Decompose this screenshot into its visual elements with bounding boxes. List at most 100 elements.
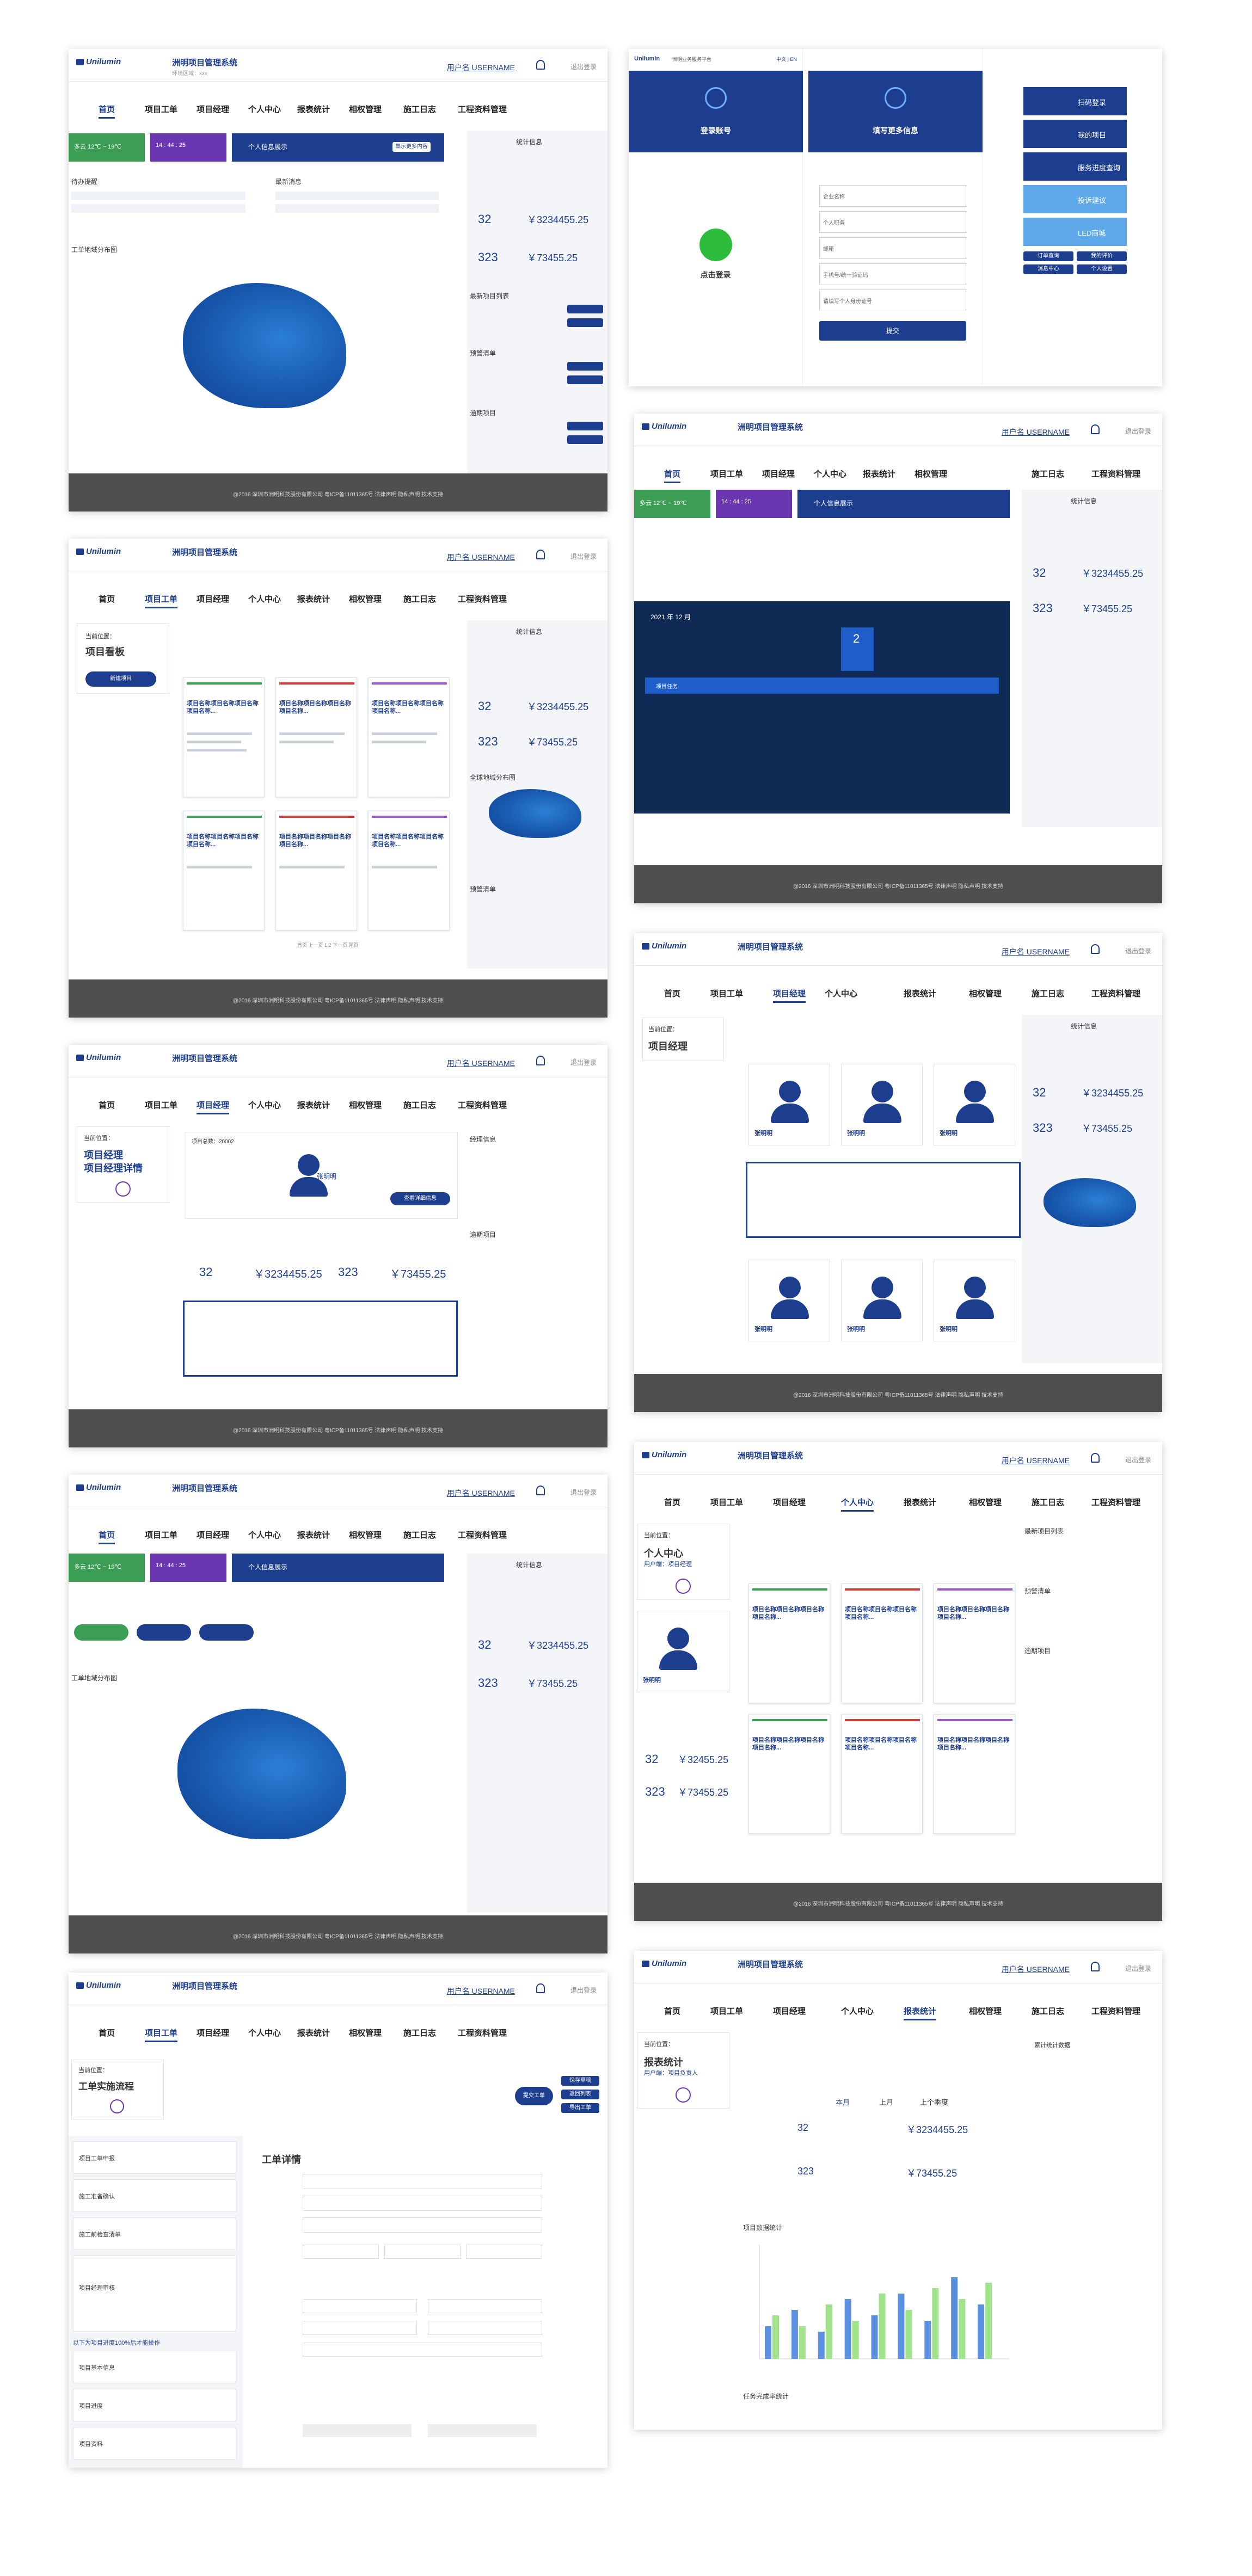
- nav-item[interactable]: 施工日志: [403, 595, 437, 604]
- nav-item[interactable]: 施工日志: [1032, 989, 1065, 999]
- nav-item[interactable]: 工程资料管理: [1091, 989, 1141, 999]
- nav-item[interactable]: 首页: [664, 468, 681, 483]
- world-map[interactable]: [1044, 1178, 1136, 1227]
- project-card[interactable]: 项目名称项目名称项目名称项目名称...: [275, 677, 357, 797]
- nav-item[interactable]: 个人中心: [248, 1531, 281, 1540]
- more-button[interactable]: 显示更多内容: [392, 142, 431, 152]
- nav-item[interactable]: 首页: [664, 989, 681, 999]
- user-link[interactable]: 用户名 USERNAME: [446, 1987, 515, 1995]
- bell-icon[interactable]: [1091, 1453, 1100, 1463]
- nav-item[interactable]: 工程资料管理: [458, 2029, 507, 2038]
- nav-item[interactable]: 首页: [664, 1498, 681, 1507]
- user-link[interactable]: 用户名 USERNAME: [446, 1489, 515, 1497]
- bell-icon[interactable]: [536, 60, 545, 70]
- user-link[interactable]: 用户名 USERNAME: [1001, 1456, 1070, 1465]
- pm-card[interactable]: 张明明: [841, 1260, 923, 1341]
- nav-item[interactable]: 报表统计: [297, 595, 330, 604]
- pm-projects-expanded[interactable]: [746, 1162, 1021, 1238]
- bell-icon[interactable]: [536, 1056, 545, 1065]
- nav-item[interactable]: 项目经理: [197, 2029, 230, 2038]
- world-map[interactable]: [489, 789, 581, 838]
- nav-item[interactable]: 个人中心: [825, 989, 858, 999]
- step-item[interactable]: 项目经理审核: [73, 2255, 236, 2332]
- menu-shop[interactable]: LED商城: [1023, 218, 1127, 246]
- step-item[interactable]: 项目资料: [73, 2427, 236, 2460]
- nav-item[interactable]: 项目工单: [145, 593, 178, 608]
- bell-icon[interactable]: [1091, 1962, 1100, 1971]
- company-input[interactable]: 企业名称: [819, 185, 966, 207]
- menu-scan[interactable]: 扫码登录: [1023, 87, 1127, 115]
- back-button[interactable]: 返回列表: [561, 2090, 599, 2099]
- user-link[interactable]: 用户名 USERNAME: [446, 1059, 515, 1068]
- nav-item[interactable]: 个人中心: [248, 1101, 281, 1110]
- list-item[interactable]: [71, 192, 246, 200]
- nav-item[interactable]: 个人中心: [814, 470, 847, 479]
- nav-item[interactable]: 首页: [664, 2007, 681, 2016]
- view-button[interactable]: [567, 435, 603, 444]
- logout-link[interactable]: 退出登录: [1125, 428, 1151, 435]
- nav-item[interactable]: 施工日志: [1032, 470, 1065, 479]
- step-item[interactable]: 项目基本信息: [73, 2351, 236, 2383]
- nav-item[interactable]: 相权管理: [349, 1101, 382, 1110]
- new-project-button[interactable]: 新建项目: [85, 671, 156, 687]
- back-icon[interactable]: [676, 1579, 691, 1594]
- sub-menu[interactable]: 订单查询: [1023, 251, 1073, 261]
- nav-item[interactable]: 项目工单: [145, 105, 178, 114]
- pm-card[interactable]: 张明明: [841, 1064, 923, 1145]
- select-field[interactable]: [303, 2245, 379, 2259]
- step-item[interactable]: 施工准备确认: [73, 2179, 236, 2212]
- nav-item[interactable]: 工程资料管理: [458, 1531, 507, 1540]
- bell-icon[interactable]: [536, 550, 545, 559]
- form-field[interactable]: [303, 2343, 542, 2357]
- project-card[interactable]: 项目名称项目名称项目名称项目名称...: [275, 811, 357, 930]
- nav-item[interactable]: 相权管理: [349, 105, 382, 114]
- nav-item[interactable]: 相权管理: [915, 470, 948, 479]
- back-icon[interactable]: [676, 2087, 691, 2103]
- logout-link[interactable]: 退出登录: [570, 63, 597, 71]
- project-card[interactable]: 项目名称项目名称项目名称项目名称...: [841, 1714, 923, 1834]
- nav-item[interactable]: 相权管理: [969, 989, 1002, 999]
- nav-item[interactable]: 报表统计: [297, 1101, 330, 1110]
- nav-item[interactable]: 项目经理: [773, 988, 806, 1003]
- nav-item[interactable]: 报表统计: [297, 2029, 330, 2038]
- select-field[interactable]: [466, 2245, 542, 2259]
- view-button[interactable]: [567, 318, 603, 327]
- nav-item[interactable]: 首页: [99, 2029, 115, 2038]
- pm-projects[interactable]: [183, 1301, 458, 1377]
- project-card[interactable]: 项目名称项目名称项目名称项目名称...: [183, 677, 265, 797]
- menu-projects[interactable]: 我的项目: [1023, 120, 1127, 148]
- nav-item[interactable]: 报表统计: [904, 1498, 937, 1507]
- nav-item[interactable]: 工程资料管理: [1091, 470, 1141, 479]
- view-button[interactable]: [567, 422, 603, 430]
- nav-item[interactable]: 项目工单: [710, 470, 744, 479]
- bell-icon[interactable]: [536, 1983, 545, 1993]
- nav-item[interactable]: 项目经理: [197, 1099, 230, 1114]
- nav-item[interactable]: 项目工单: [710, 1498, 744, 1507]
- lang-switch[interactable]: 中文 | EN: [776, 57, 797, 62]
- form-field[interactable]: [303, 2174, 542, 2189]
- nav-item[interactable]: 报表统计: [297, 1531, 330, 1540]
- calendar[interactable]: 2021 年 12 月 2 项目任务: [634, 601, 1010, 814]
- nav-item[interactable]: 报表统计: [863, 470, 896, 479]
- project-card[interactable]: 项目名称项目名称项目名称项目名称...: [841, 1583, 923, 1703]
- submit-button[interactable]: 提交工单: [515, 2087, 553, 2105]
- logout-link[interactable]: 退出登录: [570, 1489, 597, 1496]
- menu-feedback[interactable]: 投诉建议: [1023, 185, 1127, 213]
- list-item[interactable]: [275, 192, 439, 200]
- nav-item[interactable]: 项目经理: [773, 1498, 806, 1507]
- back-icon[interactable]: [115, 1181, 131, 1197]
- nav-item[interactable]: 项目工单: [145, 1101, 178, 1110]
- logout-link[interactable]: 退出登录: [1125, 947, 1151, 955]
- nav-item[interactable]: 项目经理: [773, 2007, 806, 2016]
- user-link[interactable]: 用户名 USERNAME: [446, 63, 515, 72]
- list-item[interactable]: [275, 204, 439, 213]
- nav-item[interactable]: 项目工单: [145, 1531, 178, 1540]
- form-field[interactable]: [303, 2299, 417, 2313]
- nav-item[interactable]: 项目工单: [710, 2007, 744, 2016]
- sub-menu[interactable]: 个人设置: [1077, 264, 1127, 274]
- view-button[interactable]: [567, 375, 603, 384]
- quick-button[interactable]: [199, 1624, 254, 1641]
- back-icon[interactable]: [110, 2099, 124, 2113]
- quick-button[interactable]: [74, 1624, 128, 1641]
- bar-chart[interactable]: [743, 2239, 1015, 2370]
